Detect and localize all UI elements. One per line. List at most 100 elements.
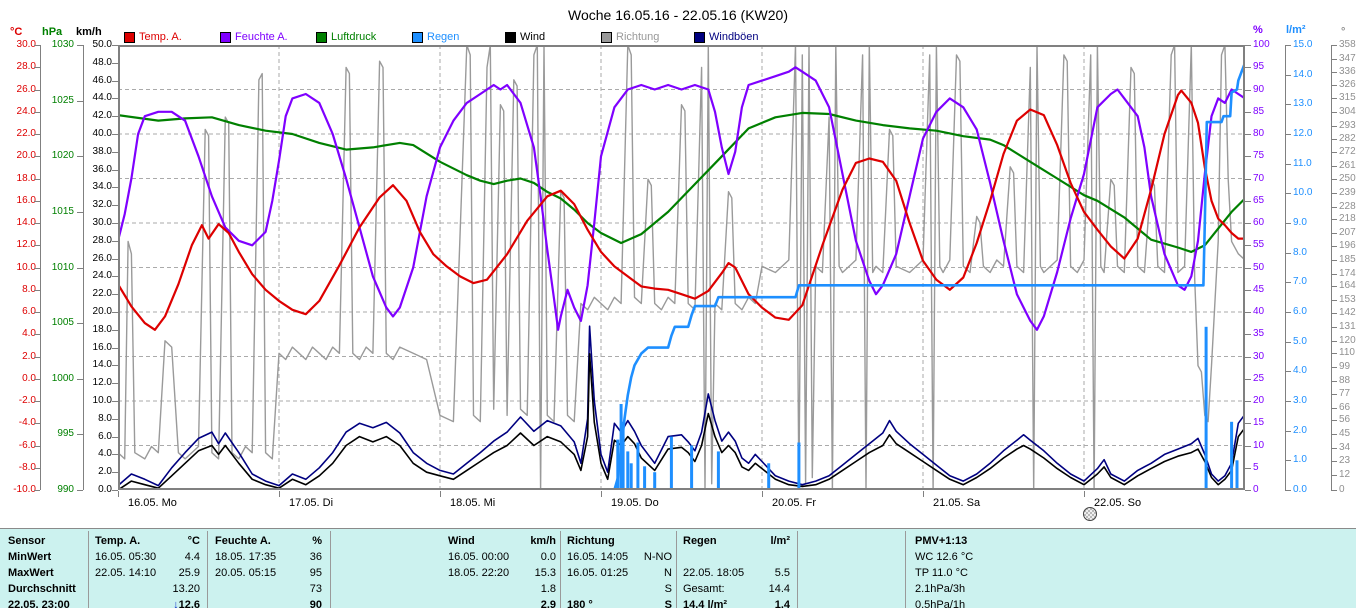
pmv-row: 0.5hPa/1h <box>915 599 966 608</box>
direction-tick-label: 228 <box>1339 200 1356 212</box>
plot-border <box>118 45 1245 490</box>
pressure-tick-mark <box>77 323 83 325</box>
humidity-tick-mark <box>1245 312 1251 313</box>
humidity-tick-label: 60 <box>1253 217 1265 228</box>
axis-unit-humidity: % <box>1253 24 1263 36</box>
pressure-tick-label: 1010 <box>51 261 74 273</box>
wind-cell-left: 18.05. 22:20 <box>448 567 510 579</box>
x-tick-mark <box>279 491 280 497</box>
direction-tick-mark <box>1331 353 1337 355</box>
rain-bar <box>669 436 673 490</box>
rain-tick-mark <box>1285 401 1291 402</box>
wind-tick-label: 40.0 <box>92 128 112 139</box>
x-tick-mark <box>762 491 763 497</box>
direction-tick-label: 12 <box>1339 469 1351 481</box>
x-day-label: 19.05. Do <box>611 497 659 509</box>
rain-tick-mark <box>1285 460 1291 462</box>
table-divider <box>560 531 561 608</box>
wind-tick-label: 4.0 <box>98 448 112 460</box>
wind-tick-mark <box>112 45 118 46</box>
pmv-row: WC 12.6 °C <box>915 551 974 563</box>
table-col-header-wind: Wind <box>448 535 475 547</box>
humidity-tick-mark <box>1245 490 1251 491</box>
wind-tick-mark <box>112 240 118 242</box>
rain-tick-label: 9.0 <box>1293 217 1307 228</box>
rain-cell-left: Gesamt: <box>683 583 725 595</box>
table-row-label: Durchschnitt <box>8 583 76 595</box>
pressure-tick-mark <box>77 100 83 102</box>
rain-tick-mark <box>1285 74 1291 76</box>
rain-tick-mark <box>1285 371 1291 373</box>
direction-tick-mark <box>1331 407 1337 409</box>
rain-tick-mark <box>1285 193 1291 195</box>
wind-tick-mark <box>112 116 118 118</box>
direction-tick-mark <box>1331 206 1337 208</box>
pressure-tick-label: 995 <box>57 428 74 440</box>
temp-tick-label: 16.0 <box>16 194 36 206</box>
direction-tick-mark <box>1331 45 1337 46</box>
rain-tick-label: 3.0 <box>1293 395 1307 406</box>
humidity-tick-label: 65 <box>1253 194 1265 206</box>
legend-label: Regen <box>427 31 460 43</box>
wind-tick-label: 20.0 <box>92 306 112 317</box>
humidity-tick-label: 55 <box>1253 239 1265 251</box>
rain-tick-label: 1.0 <box>1293 454 1307 466</box>
direction-tick-mark <box>1331 260 1337 262</box>
pressure-tick-label: 1000 <box>51 372 74 384</box>
humidity-tick-mark <box>1245 401 1251 402</box>
rain-bar <box>629 463 633 490</box>
wind-tick-mark <box>112 187 118 189</box>
wind-tick-mark <box>112 169 118 171</box>
axis-spine-pressure <box>83 45 84 490</box>
rain-tick-mark <box>1285 341 1291 343</box>
direction-tick-mark <box>1331 179 1337 181</box>
table-divider <box>676 531 677 608</box>
humidity-tick-mark <box>1245 356 1251 358</box>
temp-tick-mark <box>34 423 40 425</box>
x-tick-mark <box>118 491 119 497</box>
rain-bar <box>653 472 657 490</box>
x-tick-mark <box>923 491 924 497</box>
x-day-label: 22.05. So <box>1094 497 1142 509</box>
direction-tick-mark <box>1331 98 1337 100</box>
rain-bar <box>636 442 640 490</box>
direction-tick-label: 66 <box>1339 401 1351 413</box>
temp-tick-label: 2.0 <box>22 350 36 362</box>
legend-label: Luftdruck <box>331 31 377 43</box>
rain-cell-left: 22.05. 18:05 <box>683 567 745 579</box>
rain-tick-mark <box>1285 252 1291 254</box>
humidity-tick-mark <box>1245 156 1251 158</box>
humidity-tick-mark <box>1245 423 1251 425</box>
humidity-tick-mark <box>1245 67 1251 69</box>
direction-tick-label: 56 <box>1339 414 1351 426</box>
direction-tick-mark <box>1331 84 1337 86</box>
wind-tick-label: 30.0 <box>92 217 112 228</box>
wind-cell-left: 16.05. 00:00 <box>448 551 510 563</box>
direction-tick-mark <box>1331 340 1337 342</box>
rain-bar <box>1235 460 1239 490</box>
wind-cell-value: 15.3 <box>534 567 556 579</box>
wind-tick-mark <box>112 436 118 438</box>
axis-spine-temp <box>40 45 41 490</box>
rain-tick-mark <box>1285 163 1291 165</box>
humidity-tick-mark <box>1245 445 1251 447</box>
humidity-cell-left: 20.05. 05:15 <box>215 567 277 579</box>
temp-cell-value: ↓12.6 <box>95 597 200 608</box>
humidity-tick-mark <box>1245 89 1251 91</box>
rain-tick-mark <box>1285 134 1291 135</box>
humidity-cell-left: 18.05. 17:35 <box>215 551 277 563</box>
direction-tick-mark <box>1331 125 1337 127</box>
table-col-unit-humidity: % <box>312 535 322 547</box>
direction-tick-label: 293 <box>1339 119 1356 131</box>
table-col-header-humidity: Feuchte A. <box>215 535 271 547</box>
rain-tick-mark <box>1285 312 1291 313</box>
pmv-row: 2.1hPa/3h <box>915 583 966 595</box>
direction-tick-mark <box>1331 313 1337 315</box>
humidity-tick-label: 100 <box>1253 39 1270 50</box>
temp-tick-mark <box>34 134 40 135</box>
wind-tick-label: 26.0 <box>92 252 112 264</box>
gusts-legend-swatch-icon <box>694 32 705 43</box>
table-col-header-direction: Richtung <box>567 535 615 547</box>
humidity-tick-label: 70 <box>1253 172 1265 184</box>
table-col-unit-rain: l/m² <box>770 535 790 547</box>
